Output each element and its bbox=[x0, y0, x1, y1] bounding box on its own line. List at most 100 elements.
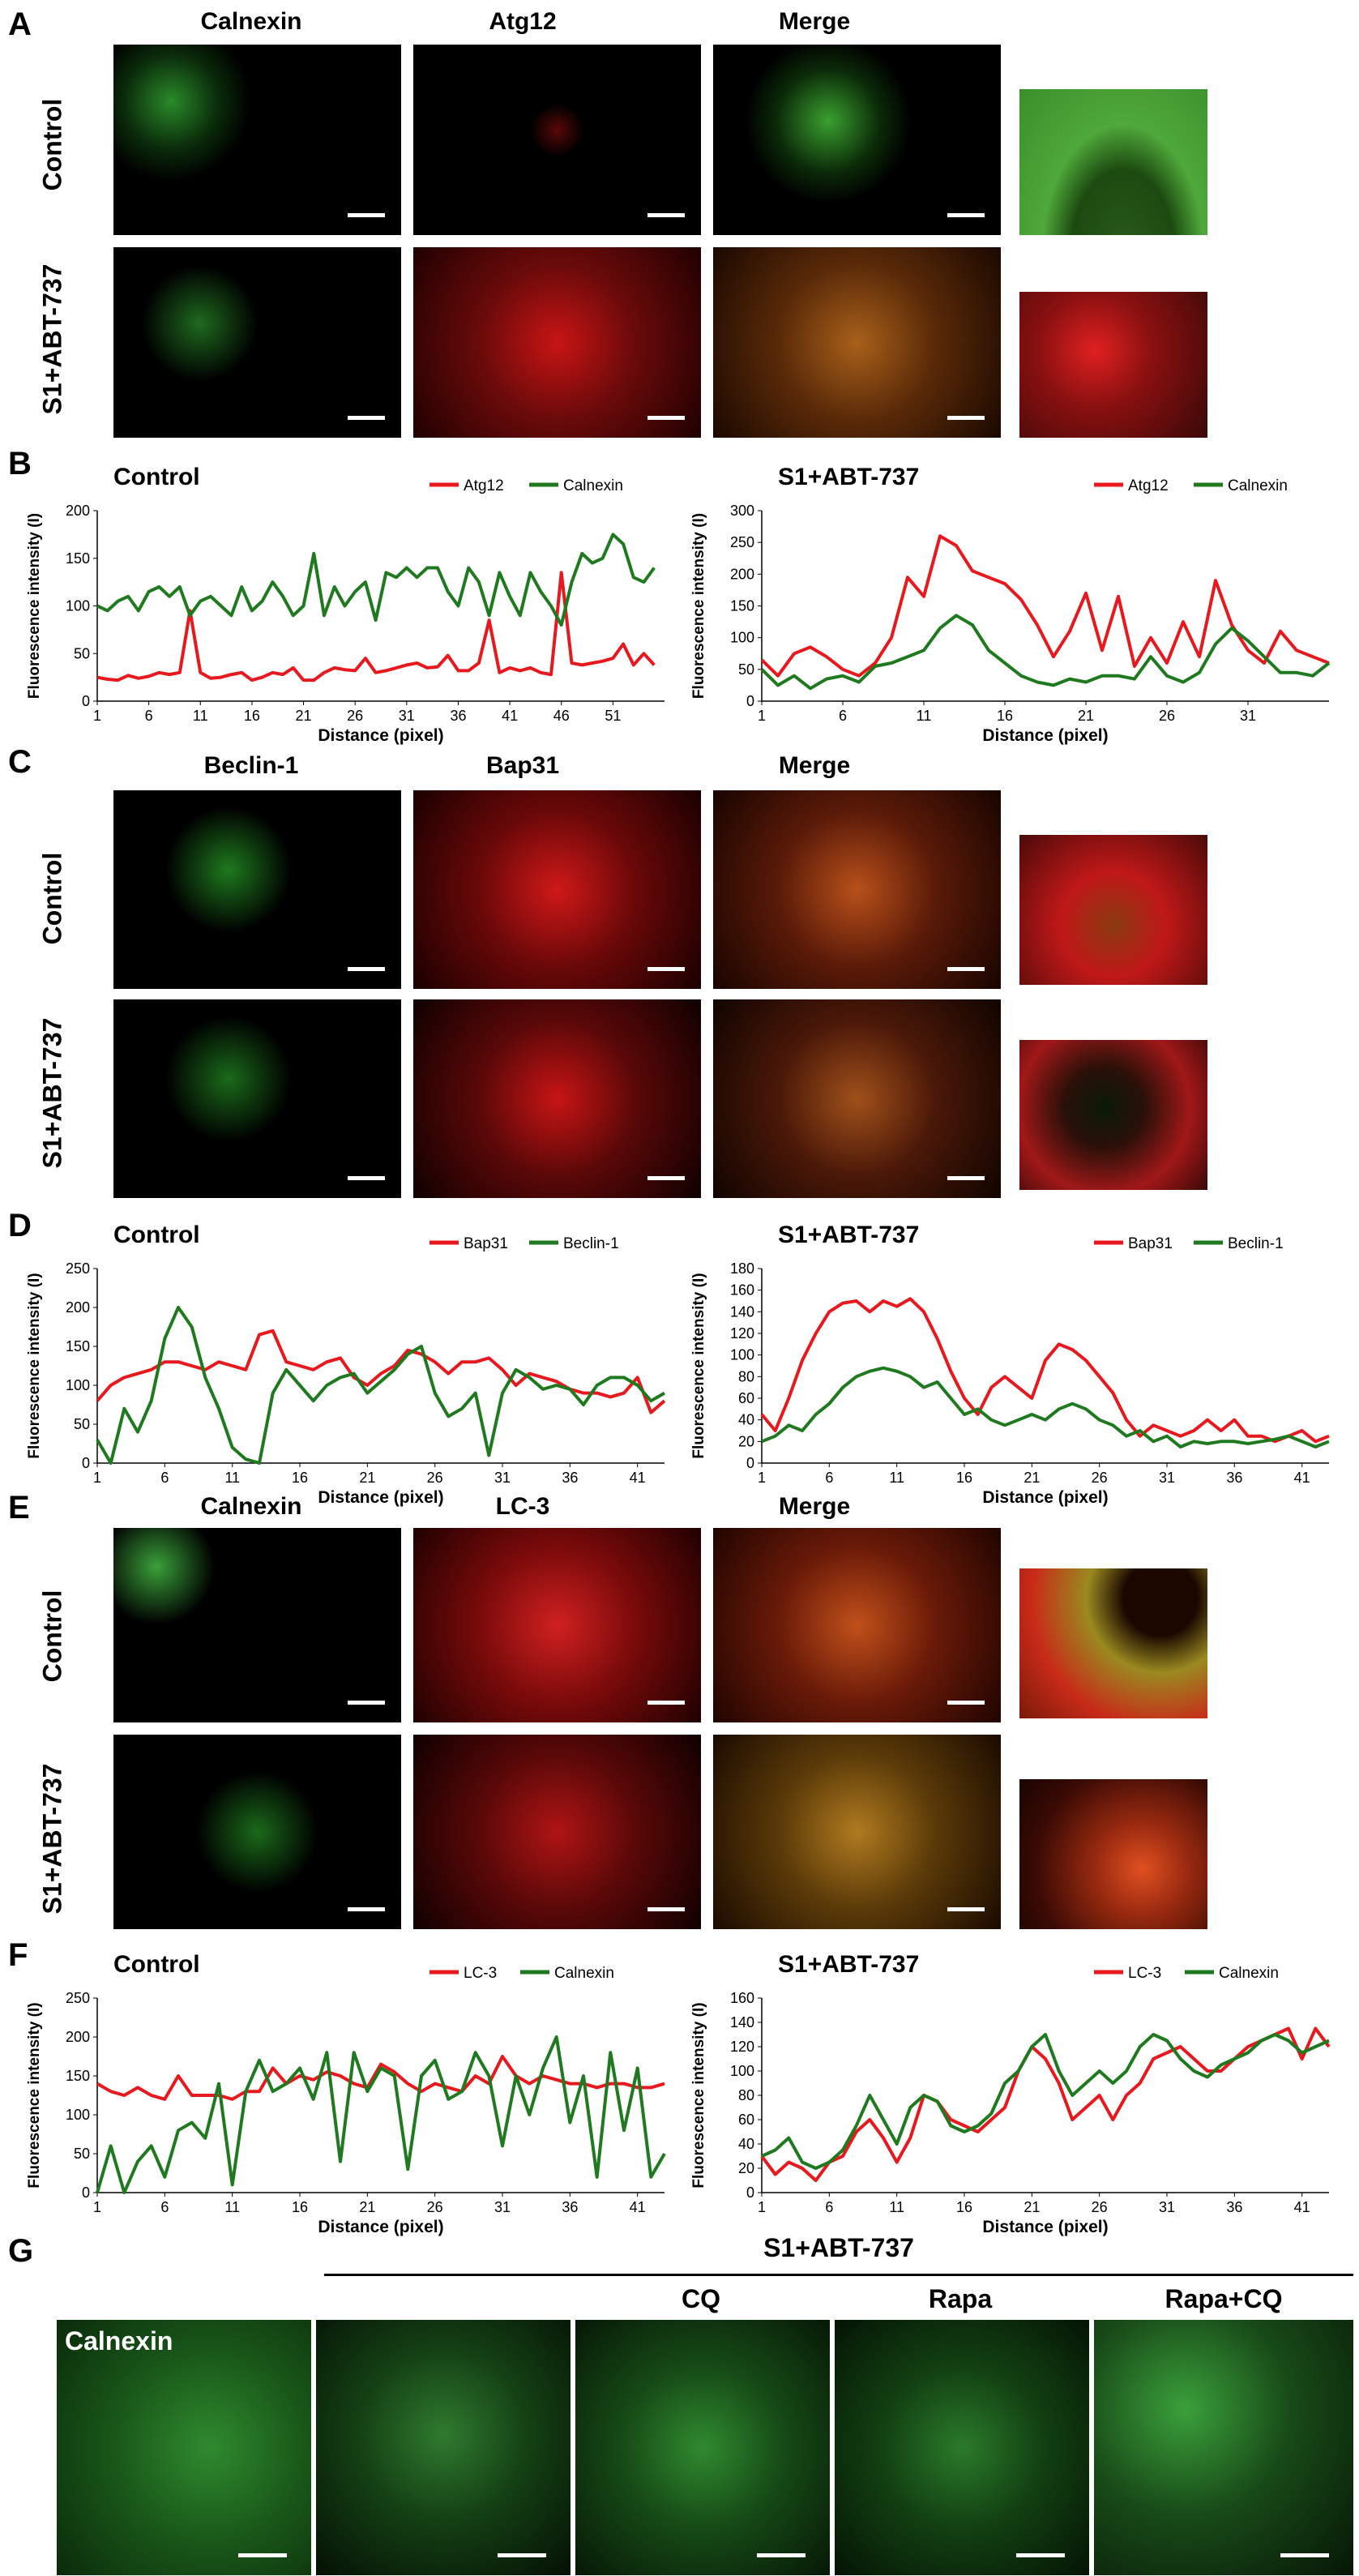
y-tick-label: 50 bbox=[738, 661, 754, 678]
group-bracket-line bbox=[324, 2274, 1353, 2276]
chart-b-control: Control Atg12 Calnexin 0 50 100 150 200 1 6 11 16 21… bbox=[16, 454, 681, 746]
x-tick-label: 21 bbox=[296, 708, 312, 724]
x-tick-label: 41 bbox=[502, 708, 518, 724]
x-tick-label: 6 bbox=[839, 708, 847, 724]
chart-title: S1+ABT-737 bbox=[778, 1951, 919, 1978]
x-tick-label: 41 bbox=[1294, 1470, 1310, 1486]
legend-label-calnexin: Calnexin bbox=[563, 477, 623, 494]
x-tick-label: 6 bbox=[160, 1470, 169, 1486]
x-tick-label: 21 bbox=[1078, 708, 1094, 724]
x-tick-label: 26 bbox=[1092, 1470, 1108, 1486]
series-line-atg12 bbox=[760, 534, 1330, 678]
x-tick-label: 1 bbox=[93, 2199, 101, 2215]
column-header-bap31: Bap31 bbox=[485, 752, 560, 779]
label-cq: CQ bbox=[682, 2284, 720, 2313]
x-tick-label: 1 bbox=[758, 1470, 766, 1486]
chart-f-control: Control LC-3 Calnexin 0 50 100 150 200 250 1 6 11 16… bbox=[16, 1941, 681, 2237]
inset-c-s1 bbox=[1019, 1040, 1207, 1190]
scale-bar bbox=[348, 213, 385, 217]
column-header-merge: Merge bbox=[778, 752, 851, 779]
legend-label-calnexin: Calnexin bbox=[554, 1965, 614, 1982]
x-axis-label: Distance (pixel) bbox=[982, 1488, 1108, 1507]
x-tick-label: 11 bbox=[193, 708, 208, 724]
scale-bar bbox=[647, 1907, 685, 1911]
y-axis-label: Fluorescence intensity (I) bbox=[690, 2002, 707, 2188]
chart-title: S1+ABT-737 bbox=[778, 464, 919, 490]
series-line-lc-3 bbox=[96, 2055, 665, 2101]
x-tick-label: 26 bbox=[1092, 2199, 1108, 2215]
x-tick-label: 11 bbox=[889, 2199, 904, 2215]
chart-svg: S1+ABT-737 LC-3 Calnexin 0 20 40 60 80 100 120 140… bbox=[690, 1951, 1331, 2236]
micrograph-a-control-merge bbox=[713, 45, 1001, 235]
micrograph-g-s1 bbox=[316, 2320, 571, 2575]
micrograph-e-control-merge bbox=[713, 1528, 1001, 1722]
chart-title: Control bbox=[113, 1222, 200, 1248]
x-tick-label: 26 bbox=[1159, 708, 1175, 724]
y-tick-label: 60 bbox=[738, 2112, 754, 2128]
micrograph-a-control-calnexin bbox=[113, 45, 401, 235]
x-tick-label: 1 bbox=[93, 708, 101, 724]
y-tick-label: 140 bbox=[730, 2014, 754, 2030]
legend-label-lc-3: LC-3 bbox=[464, 1965, 497, 1982]
y-axis-label: Fluorescence intensity (I) bbox=[690, 1273, 707, 1458]
y-tick-label: 250 bbox=[66, 1990, 90, 2006]
micrograph-c-s1-bap31 bbox=[413, 999, 701, 1198]
scale-bar bbox=[348, 967, 385, 971]
legend-label-calnexin: Calnexin bbox=[1228, 477, 1288, 494]
x-axis-label: Distance (pixel) bbox=[318, 1488, 443, 1507]
inset-a-s1 bbox=[1019, 292, 1207, 438]
legend-label-atg12: Atg12 bbox=[464, 477, 504, 494]
chart-title: Control bbox=[113, 464, 200, 490]
panel-letter-e: E bbox=[8, 1490, 30, 1525]
y-tick-label: 0 bbox=[82, 2184, 90, 2201]
x-tick-label: 36 bbox=[562, 2199, 578, 2215]
x-tick-label: 1 bbox=[758, 2199, 766, 2215]
x-tick-label: 31 bbox=[399, 708, 415, 724]
y-tick-label: 100 bbox=[66, 1377, 90, 1393]
legend-label-atg12: Atg12 bbox=[1128, 477, 1169, 494]
y-tick-label: 80 bbox=[738, 2087, 754, 2103]
y-tick-label: 0 bbox=[82, 693, 90, 709]
y-tick-label: 20 bbox=[738, 1433, 754, 1449]
x-axis-label: Distance (pixel) bbox=[318, 2218, 443, 2236]
y-tick-label: 150 bbox=[66, 2068, 90, 2084]
row-label-s1-abt737: S1+ABT-737 bbox=[37, 1763, 67, 1915]
micrograph-e-s1-lc3 bbox=[413, 1735, 701, 1929]
column-header-atg12: Atg12 bbox=[489, 8, 557, 35]
y-tick-label: 20 bbox=[738, 2160, 754, 2176]
chart-d-control: Control Bap31 Beclin-1 0 50 100 150 200 250 1 6 11 1… bbox=[16, 1212, 681, 1508]
y-tick-label: 200 bbox=[66, 503, 90, 519]
y-tick-label: 300 bbox=[730, 503, 754, 519]
y-tick-label: 200 bbox=[66, 2029, 90, 2045]
series-line-bap31 bbox=[760, 1297, 1330, 1444]
x-tick-label: 11 bbox=[917, 708, 932, 724]
label-rapa-cq: Rapa+CQ bbox=[1165, 2284, 1283, 2313]
x-tick-label: 1 bbox=[758, 708, 766, 724]
y-tick-label: 50 bbox=[74, 645, 90, 661]
series-line-beclin-1 bbox=[761, 1366, 1330, 1448]
legend-label-beclin-1: Beclin-1 bbox=[563, 1235, 619, 1252]
series-line-lc-3 bbox=[760, 2026, 1331, 2182]
row-label-s1-abt737: S1+ABT-737 bbox=[37, 263, 67, 415]
micrograph-e-s1-calnexin bbox=[113, 1735, 401, 1929]
x-tick-label: 6 bbox=[825, 2199, 833, 2215]
y-tick-label: 40 bbox=[738, 1412, 754, 1428]
scale-bar bbox=[947, 1176, 985, 1180]
y-tick-label: 0 bbox=[746, 693, 754, 709]
x-tick-label: 36 bbox=[562, 1470, 578, 1486]
column-header-lc3: LC-3 bbox=[495, 1493, 550, 1520]
chart-title: S1+ABT-737 bbox=[778, 1222, 919, 1248]
x-tick-label: 46 bbox=[553, 708, 570, 724]
x-tick-label: 51 bbox=[605, 708, 621, 724]
x-tick-label: 26 bbox=[427, 2199, 443, 2215]
column-header-calnexin: Calnexin bbox=[200, 8, 302, 35]
series-line-beclin-1 bbox=[96, 1306, 665, 1465]
x-tick-label: 16 bbox=[956, 1470, 972, 1486]
x-tick-label: 36 bbox=[1226, 2199, 1242, 2215]
scale-bar bbox=[498, 2553, 546, 2557]
x-tick-label: 26 bbox=[347, 708, 363, 724]
x-tick-label: 6 bbox=[825, 1470, 833, 1486]
x-tick-label: 21 bbox=[359, 1470, 375, 1486]
